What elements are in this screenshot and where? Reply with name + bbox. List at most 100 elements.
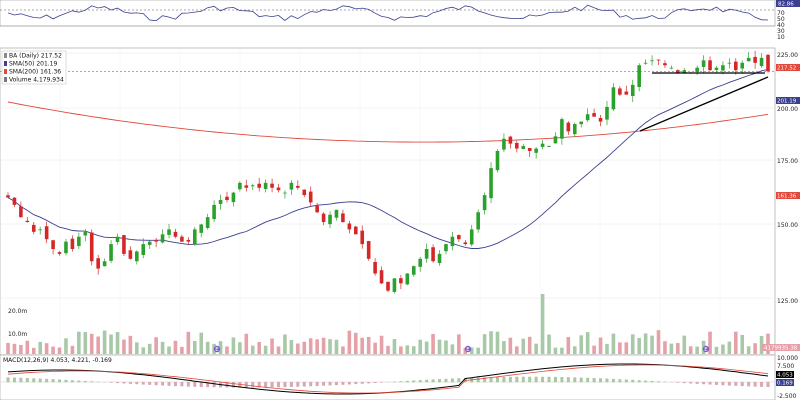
- price-badge-sma50: [776, 97, 800, 104]
- volume-bar: [624, 342, 629, 354]
- macd-histogram-bar: [19, 377, 23, 383]
- volume-bar: [341, 346, 345, 354]
- macd-histogram-bar: [450, 378, 454, 383]
- candle-body: [96, 258, 100, 269]
- volume-bar: [77, 331, 81, 354]
- candle-body: [605, 106, 609, 120]
- volume-bar: [630, 334, 635, 354]
- candle-body: [283, 192, 287, 194]
- candle-body: [347, 223, 352, 230]
- volume-bar: [315, 339, 319, 354]
- top-indicator-panel: [0, 0, 776, 27]
- volume-bars: [6, 294, 770, 354]
- candle-body: [38, 229, 43, 231]
- candle-body: [733, 61, 738, 71]
- volume-bar: [257, 341, 261, 354]
- legend-swatch-volume: [4, 77, 7, 82]
- candle-body: [766, 54, 770, 72]
- volume-bar: [714, 346, 719, 354]
- macd-histogram-bar: [553, 376, 557, 383]
- volume-bar: [489, 331, 493, 354]
- volume-bar: [527, 336, 532, 354]
- top-tick-70: 70: [777, 10, 785, 17]
- candle-body: [643, 62, 648, 64]
- price-tick-125: 125.00: [777, 298, 798, 305]
- candle-body: [205, 217, 210, 228]
- candle-body: [12, 197, 17, 205]
- macd-histogram-bar: [296, 382, 300, 387]
- volume-bar: [502, 341, 506, 354]
- volume-bar: [160, 341, 165, 354]
- volume-bar: [38, 341, 43, 354]
- candle-body: [386, 281, 390, 291]
- top-indicator: [0, 4, 775, 27]
- macd-histogram-bar: [83, 380, 87, 383]
- macd-histogram-bar: [425, 379, 429, 383]
- grid: [0, 48, 775, 355]
- macd-histogram-bar: [740, 382, 744, 387]
- candle-body: [31, 224, 36, 232]
- candle-body: [676, 70, 680, 73]
- candle-body: [450, 236, 455, 247]
- candle-body: [250, 185, 255, 187]
- volume-bar: [12, 343, 17, 354]
- candle-body: [102, 261, 107, 267]
- macd-histogram-bar: [302, 382, 306, 387]
- macd-histogram-bar: [689, 382, 693, 384]
- signal-line: [7, 364, 769, 394]
- macd-histogram-bar: [508, 376, 512, 383]
- candle-body: [495, 151, 500, 171]
- volume-bar: [540, 294, 545, 354]
- volume-bar: [469, 347, 474, 354]
- macd-histogram-bar: [599, 378, 603, 383]
- candle-body: [89, 232, 94, 262]
- macd-histogram-bar: [476, 377, 480, 383]
- candle-body: [437, 253, 442, 264]
- candle-body: [392, 278, 397, 292]
- volume-badge: [762, 344, 800, 351]
- volume-bar: [534, 343, 538, 354]
- top-value-badge: [776, 0, 800, 7]
- volume-bar: [553, 347, 558, 354]
- macd-histogram-bar: [154, 382, 158, 386]
- macd-histogram-bar: [418, 380, 422, 383]
- volume-bar: [51, 346, 55, 354]
- price-badge-sma200: [776, 192, 800, 199]
- macd-histogram-bar: [141, 382, 145, 385]
- support-trendline: [639, 76, 769, 132]
- macd-histogram-bar: [360, 382, 364, 384]
- candle-body: [656, 59, 661, 61]
- candle-body: [515, 142, 519, 149]
- candle-body: [296, 185, 300, 188]
- macd-tick-7-5: 7.500: [777, 363, 794, 370]
- price-tick-225: 225.00: [777, 52, 798, 59]
- macd-histogram-bar: [212, 382, 216, 388]
- macd-histogram-bar: [624, 379, 628, 383]
- candle-body: [115, 236, 120, 243]
- macd-histogram-bar: [6, 377, 10, 383]
- candle-body: [502, 138, 506, 150]
- volume-bar: [218, 341, 223, 354]
- candle-body: [746, 57, 751, 62]
- candle-body: [424, 249, 429, 259]
- candle-body: [669, 67, 674, 69]
- candle-body: [476, 212, 480, 230]
- volume-bar: [366, 336, 371, 354]
- price-panel: [0, 47, 776, 356]
- volume-bar: [450, 344, 455, 354]
- volume-bar: [637, 337, 641, 354]
- earnings-marker: [464, 345, 472, 353]
- candle-body: [572, 124, 577, 135]
- candle-body: [527, 148, 532, 151]
- price-badge-last: [776, 64, 800, 71]
- volume-bar: [44, 343, 49, 354]
- macd-histogram-bar: [541, 376, 545, 383]
- macd-histogram-bar: [90, 381, 94, 383]
- volume-bar: [321, 337, 326, 354]
- candle-body: [534, 148, 538, 153]
- candle-body: [321, 213, 326, 223]
- macd-histogram-bar: [193, 382, 197, 387]
- candle-body: [270, 183, 274, 188]
- macd-histogram-bar: [70, 380, 74, 383]
